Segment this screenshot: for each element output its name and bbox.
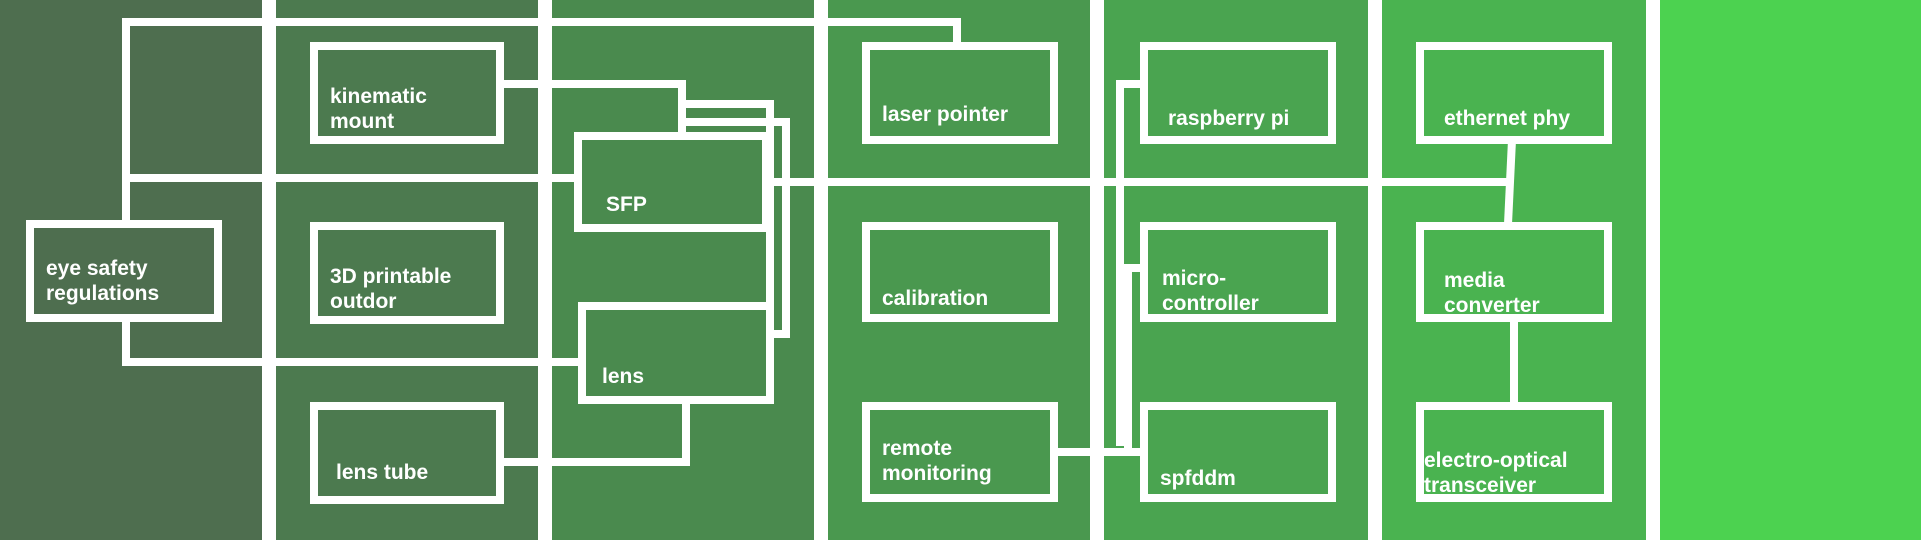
node-calibration: calibration xyxy=(862,222,1058,322)
node-kinematic-mount: kinematic mount xyxy=(310,42,504,144)
connector-kinematic-mount-sfp xyxy=(500,80,686,134)
column-2 xyxy=(262,0,538,540)
node-label: lens tube xyxy=(336,461,429,484)
column-separator xyxy=(538,0,552,540)
node-label: SFP xyxy=(606,193,647,216)
node-label: ethernet phy xyxy=(1444,107,1571,130)
connector-kinematic-mount-lens-b xyxy=(682,118,790,338)
node-label: eye safety regulations xyxy=(46,257,160,305)
node-label: lens xyxy=(602,365,645,388)
connector-microcontroller-bus xyxy=(1124,264,1142,452)
connector-raspberry-pi-bus xyxy=(1116,80,1142,446)
node-label: raspberry pi xyxy=(1168,107,1290,130)
connector-lens-tube-lens xyxy=(500,400,690,466)
node-label: micro-controller xyxy=(1162,267,1259,315)
node-eye-safety-regulations: eye safety regulations xyxy=(26,220,222,322)
node-spfddm: spfddm xyxy=(1140,402,1336,502)
node-label: kinematic mount xyxy=(330,85,427,133)
node-label: remote monitoring xyxy=(882,437,992,485)
node-label: laser pointer xyxy=(882,103,1009,126)
node-media-converter: media converter xyxy=(1416,222,1612,322)
node-micro-controller: micro-controller xyxy=(1140,222,1336,322)
node-label: 3D printable outdor xyxy=(330,265,452,313)
node-3d-printable-outdor: 3D printable outdor xyxy=(310,222,504,324)
column-separator xyxy=(814,0,828,540)
column-separator xyxy=(262,0,276,540)
column-4 xyxy=(814,0,1090,540)
node-laser-pointer: laser pointer xyxy=(862,42,1058,144)
node-label: media converter xyxy=(1444,269,1540,317)
node-label: electro-optical transceiver xyxy=(1424,449,1568,497)
connector-eye-safety-laser-pointer xyxy=(122,18,961,220)
node-sfp: SFP xyxy=(574,132,770,232)
connector-ethernet-phy-media-converter xyxy=(1504,139,1516,225)
column-separator xyxy=(1646,0,1660,540)
node-label: spfddm xyxy=(1160,467,1236,490)
node-electro-optical-transceiver: electro-optical transceiver xyxy=(1416,402,1612,502)
column-separator xyxy=(1090,0,1104,540)
node-label: calibration xyxy=(882,287,989,310)
connector-eye-safety-lens xyxy=(122,322,582,366)
column-6 xyxy=(1368,0,1646,540)
node-lens-tube: lens tube xyxy=(310,402,504,504)
node-remote-monitoring: remote monitoring xyxy=(862,402,1058,502)
column-7 xyxy=(1646,0,1921,540)
column-separator xyxy=(1368,0,1382,540)
node-lens: lens xyxy=(578,302,774,404)
node-ethernet-phy: ethernet phy xyxy=(1416,42,1612,144)
node-raspberry-pi: raspberry pi xyxy=(1140,42,1336,144)
